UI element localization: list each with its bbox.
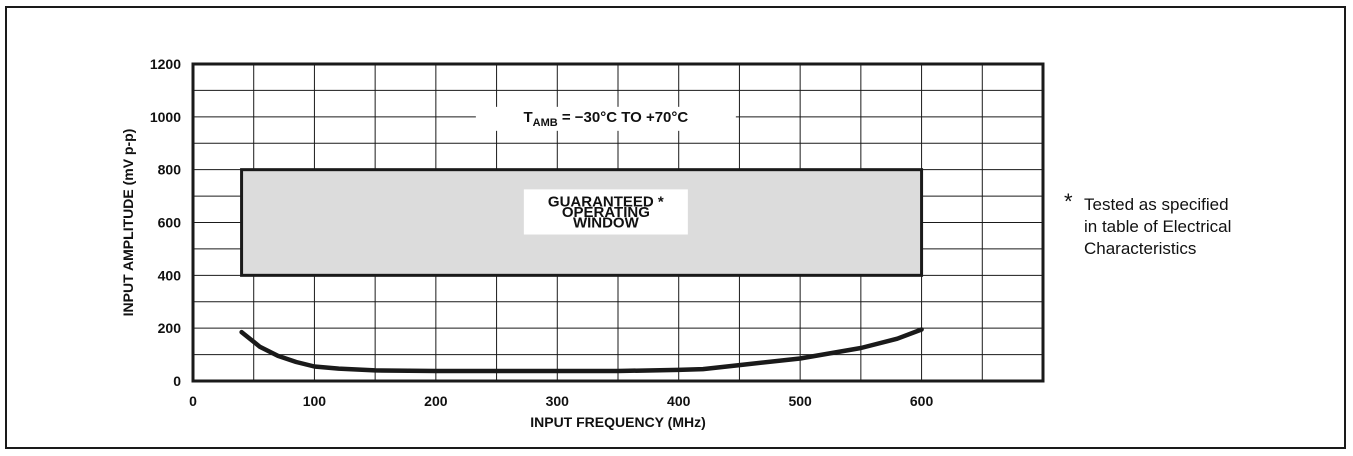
annotation-main: T (523, 109, 532, 126)
window-label-line-3: WINDOW (573, 215, 640, 232)
window-label-line-1: GUARANTEED * (548, 193, 664, 210)
annotation-rest: = −30°C TO +70°C (558, 109, 689, 126)
x-tick-labels: 0 100 200 300 400 500 600 (189, 393, 933, 409)
y-tick-label: 200 (158, 320, 182, 336)
x-tick-label: 200 (424, 393, 448, 409)
y-tick-label: 1000 (150, 109, 181, 125)
y-tick-label: 800 (158, 162, 182, 178)
footnote-line-2: in table of Electrical (1084, 217, 1232, 236)
x-tick-label: 0 (189, 393, 197, 409)
x-tick-label: 600 (910, 393, 934, 409)
annotation-bg (475, 106, 736, 131)
footnote-star: * (1064, 189, 1073, 214)
x-tick-label: 500 (788, 393, 812, 409)
x-axis-label: INPUT FREQUENCY (MHz) (530, 414, 706, 430)
x-tick-label: 300 (546, 393, 570, 409)
x-tick-label: 100 (303, 393, 327, 409)
y-tick-label: 0 (173, 373, 181, 389)
footnote-line-1: Tested as specified (1084, 195, 1229, 214)
y-tick-labels: 0 200 400 600 800 1000 1200 (150, 56, 181, 389)
footnote: * Tested as specified in table of Electr… (1064, 189, 1232, 260)
y-tick-label: 400 (158, 267, 182, 283)
operating-window-label-bg (523, 189, 688, 235)
figure-frame (5, 6, 1346, 449)
y-tick-label: 600 (158, 215, 182, 231)
y-axis-label: INPUT AMPLITUDE (mV p-p) (120, 129, 136, 317)
temperature-annotation: TAMB = −30°C TO +70°C (523, 109, 688, 129)
footnote-line-3: Characteristics (1084, 239, 1197, 258)
y-tick-label: 1200 (150, 56, 181, 72)
annotation-subscript: AMB (533, 117, 558, 129)
series-line (239, 327, 924, 374)
x-tick-label: 400 (667, 393, 691, 409)
window-label-line-2: OPERATING (562, 204, 650, 221)
plot-border (191, 62, 1045, 383)
